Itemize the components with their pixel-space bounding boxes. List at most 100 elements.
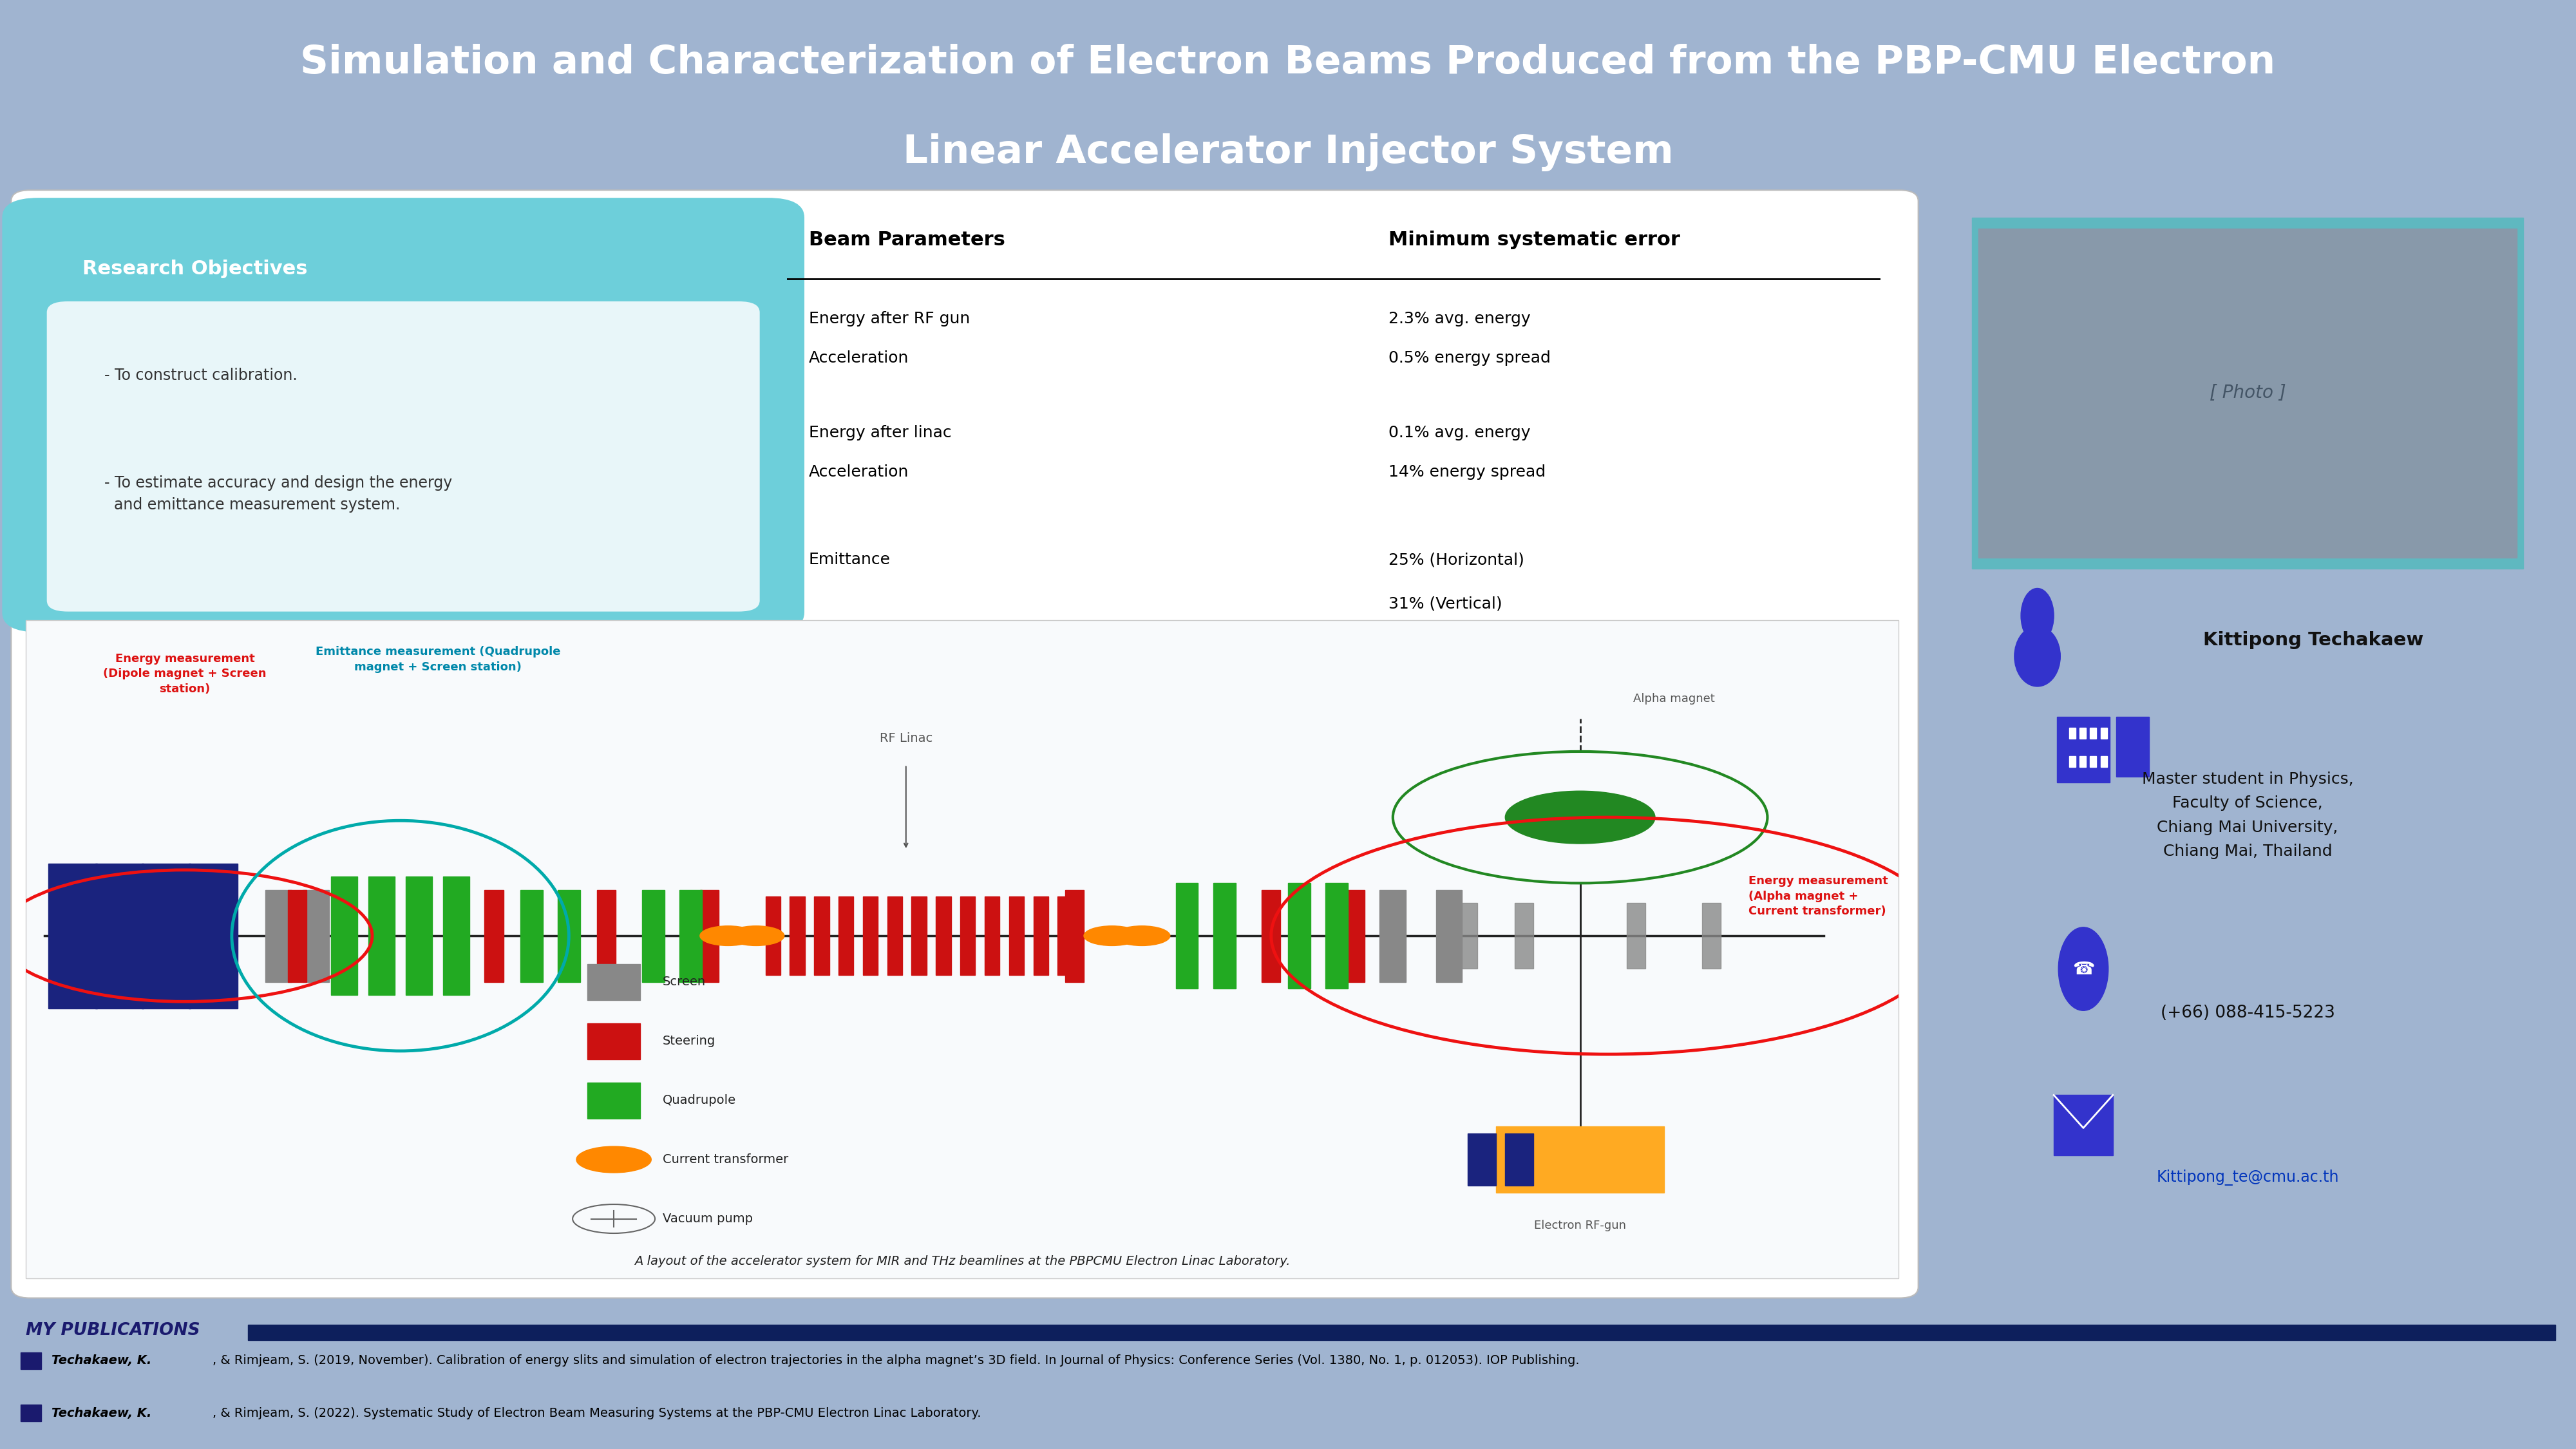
Text: Steering: Steering bbox=[662, 1035, 716, 1048]
Bar bbox=[1381, 890, 1406, 982]
Text: Minimum systematic error: Minimum systematic error bbox=[1388, 230, 1680, 249]
Bar bbox=[935, 897, 951, 975]
Circle shape bbox=[577, 1146, 652, 1172]
Bar bbox=[587, 964, 639, 1000]
Ellipse shape bbox=[2014, 626, 2061, 687]
Text: Acceleration: Acceleration bbox=[809, 351, 909, 365]
Text: 2.3% avg. energy: 2.3% avg. energy bbox=[1388, 310, 1530, 326]
Text: Techakaew, K.: Techakaew, K. bbox=[52, 1355, 152, 1366]
Bar bbox=[484, 890, 502, 982]
Bar bbox=[1515, 903, 1533, 969]
Circle shape bbox=[2058, 927, 2107, 1010]
Bar bbox=[1064, 890, 1084, 982]
Bar bbox=[2089, 727, 2097, 739]
Text: Master student in Physics,
Faculty of Science,
Chiang Mai University,
Chiang Mai: Master student in Physics, Faculty of Sc… bbox=[2141, 772, 2354, 859]
Bar bbox=[2079, 727, 2087, 739]
Text: Screen: Screen bbox=[662, 975, 706, 988]
Text: RF Linac: RF Linac bbox=[878, 732, 933, 745]
Bar bbox=[332, 877, 358, 995]
FancyBboxPatch shape bbox=[10, 190, 1919, 1298]
Text: 0.5% energy spread: 0.5% energy spread bbox=[1388, 351, 1551, 365]
Bar bbox=[1010, 897, 1023, 975]
Bar bbox=[1213, 882, 1236, 988]
Bar bbox=[587, 1023, 639, 1059]
Bar bbox=[142, 864, 191, 1009]
Bar bbox=[701, 890, 719, 982]
Text: Electron RF-gun: Electron RF-gun bbox=[1535, 1220, 1625, 1232]
Text: Research Objectives: Research Objectives bbox=[82, 259, 307, 278]
Bar bbox=[21, 1352, 41, 1369]
Text: - To estimate accuracy and design the energy
  and emittance measurement system.: - To estimate accuracy and design the en… bbox=[103, 475, 453, 513]
Bar bbox=[407, 877, 433, 995]
Bar bbox=[1327, 882, 1347, 988]
Bar bbox=[1978, 229, 2517, 558]
Text: 25% (Horizontal): 25% (Horizontal) bbox=[1388, 552, 1525, 568]
Text: Current transformer: Current transformer bbox=[662, 1153, 788, 1165]
Bar bbox=[2079, 756, 2087, 767]
Text: - To construct calibration.: - To construct calibration. bbox=[103, 368, 296, 383]
Bar bbox=[2089, 756, 2097, 767]
Bar bbox=[1175, 882, 1198, 988]
FancyBboxPatch shape bbox=[46, 300, 760, 613]
Text: Kittipong Techakaew: Kittipong Techakaew bbox=[2202, 630, 2424, 649]
Bar bbox=[961, 897, 976, 975]
Bar bbox=[2069, 756, 2076, 767]
Bar bbox=[840, 897, 853, 975]
Text: 14% energy spread: 14% energy spread bbox=[1388, 464, 1546, 480]
Bar bbox=[443, 877, 469, 995]
Bar bbox=[814, 897, 829, 975]
Bar bbox=[1504, 1133, 1533, 1185]
Text: (+66) 088-415-5223: (+66) 088-415-5223 bbox=[2161, 1004, 2334, 1022]
Bar bbox=[1971, 217, 2524, 568]
Bar bbox=[304, 890, 330, 982]
Text: Energy after linac: Energy after linac bbox=[809, 425, 951, 440]
FancyBboxPatch shape bbox=[3, 199, 804, 632]
Bar bbox=[1262, 890, 1280, 982]
FancyBboxPatch shape bbox=[26, 620, 1899, 1278]
Text: Simulation and Characterization of Electron Beams Produced from the PBP-CMU Elec: Simulation and Characterization of Elect… bbox=[301, 43, 2275, 81]
Bar bbox=[641, 890, 665, 982]
Text: MY PUBLICATIONS: MY PUBLICATIONS bbox=[26, 1321, 201, 1339]
Bar bbox=[556, 890, 580, 982]
Bar bbox=[1628, 903, 1646, 969]
Text: Kittipong_te@cmu.ac.th: Kittipong_te@cmu.ac.th bbox=[2156, 1169, 2339, 1185]
Bar bbox=[520, 890, 544, 982]
Bar bbox=[247, 1324, 2555, 1340]
Bar bbox=[188, 864, 237, 1009]
Text: 31% (Vertical): 31% (Vertical) bbox=[1388, 596, 1502, 611]
Bar bbox=[368, 877, 394, 995]
Text: 0.1% avg. energy: 0.1% avg. energy bbox=[1388, 425, 1530, 440]
Bar bbox=[21, 1406, 41, 1421]
Text: Emittance: Emittance bbox=[809, 552, 891, 568]
Text: Linear Accelerator Injector System: Linear Accelerator Injector System bbox=[902, 133, 1674, 171]
Text: Techakaew, K.: Techakaew, K. bbox=[52, 1407, 152, 1419]
Text: Emittance measurement (Quadrupole
magnet + Screen station): Emittance measurement (Quadrupole magnet… bbox=[314, 646, 562, 672]
Bar bbox=[1033, 897, 1048, 975]
Bar bbox=[912, 897, 927, 975]
Bar bbox=[289, 890, 307, 982]
Text: , & Rimjeam, S. (2019, November). Calibration of energy slits and simulation of : , & Rimjeam, S. (2019, November). Calibr… bbox=[211, 1355, 1579, 1366]
Bar bbox=[1497, 1127, 1664, 1193]
Bar bbox=[1703, 903, 1721, 969]
Bar bbox=[598, 890, 616, 982]
Text: Alpha magnet: Alpha magnet bbox=[1633, 693, 1716, 704]
Text: Vacuum pump: Vacuum pump bbox=[662, 1213, 752, 1224]
Bar bbox=[1468, 1133, 1497, 1185]
Circle shape bbox=[729, 926, 783, 946]
Bar bbox=[2058, 717, 2110, 782]
Text: Beam Parameters: Beam Parameters bbox=[809, 230, 1005, 249]
Text: Energy after RF gun: Energy after RF gun bbox=[809, 310, 971, 326]
Bar bbox=[2069, 727, 2076, 739]
Bar bbox=[1059, 897, 1072, 975]
Bar bbox=[2099, 756, 2107, 767]
Bar bbox=[95, 864, 144, 1009]
Text: A layout of the accelerator system for MIR and THz beamlines at the PBPCMU Elect: A layout of the accelerator system for M… bbox=[634, 1255, 1291, 1268]
Bar bbox=[587, 1082, 639, 1119]
Circle shape bbox=[2022, 588, 2053, 643]
Bar bbox=[49, 864, 98, 1009]
Text: , & Rimjeam, S. (2022). Systematic Study of Electron Beam Measuring Systems at t: , & Rimjeam, S. (2022). Systematic Study… bbox=[211, 1407, 981, 1419]
Text: Energy measurement
(Alpha magnet +
Current transformer): Energy measurement (Alpha magnet + Curre… bbox=[1749, 875, 1888, 917]
Bar bbox=[1347, 890, 1365, 982]
Bar bbox=[1288, 882, 1311, 988]
Circle shape bbox=[1504, 791, 1654, 843]
